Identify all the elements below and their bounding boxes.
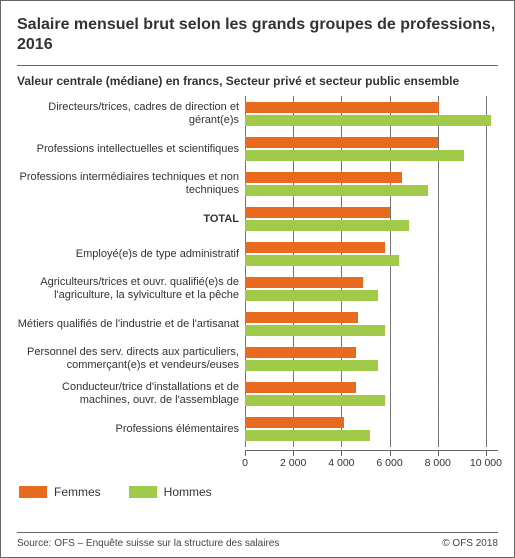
chart-row: Métiers qualifiés de l'industrie et de l…: [17, 310, 498, 338]
category-label: Professions intermédiaires techniques et…: [17, 171, 245, 196]
bar-f: [245, 207, 390, 218]
legend-item: Hommes: [129, 485, 212, 499]
bar-f: [245, 347, 356, 358]
bar-f: [245, 102, 439, 113]
bar-h: [245, 360, 378, 371]
bar-h: [245, 115, 491, 126]
chart-subtitle: Valeur centrale (médiane) en francs, Sec…: [17, 74, 498, 88]
chart-row: Professions élémentaires: [17, 415, 498, 443]
bar-h: [245, 290, 378, 301]
bars-wrap: [245, 275, 498, 303]
x-tick-label: 6 000: [376, 457, 402, 469]
legend-label: Femmes: [54, 485, 101, 499]
plot-area: Directeurs/trices, cadres de direction e…: [17, 100, 498, 450]
x-tick-label: 4 000: [328, 457, 354, 469]
bar-h: [245, 325, 385, 336]
bar-h: [245, 185, 428, 196]
category-label: TOTAL: [17, 213, 245, 226]
chart-row: TOTAL: [17, 205, 498, 233]
bar-f: [245, 417, 344, 428]
copyright-text: © OFS 2018: [442, 538, 498, 549]
category-label: Professions intellectuelles et scientifi…: [17, 143, 245, 156]
bars-wrap: [245, 170, 498, 198]
bar-h: [245, 255, 399, 266]
chart-row: Directeurs/trices, cadres de direction e…: [17, 100, 498, 128]
bars-wrap: [245, 100, 498, 128]
bars-wrap: [245, 310, 498, 338]
bar-f: [245, 242, 385, 253]
title-rule: [17, 65, 498, 66]
x-tick-label: 10 000: [470, 457, 502, 469]
x-tick-label: 0: [242, 457, 248, 469]
chart-row: Conducteur/trice d'installations et de m…: [17, 380, 498, 408]
chart-title: Salaire mensuel brut selon les grands gr…: [17, 15, 498, 55]
category-label: Directeurs/trices, cadres de direction e…: [17, 101, 245, 126]
bar-h: [245, 220, 409, 231]
x-axis-row: 02 0004 0006 0008 00010 000: [17, 450, 498, 471]
legend: Femmes Hommes: [17, 485, 498, 499]
source-text: Source: OFS – Enquête suisse sur la stru…: [17, 538, 279, 549]
x-tick-label: 2 000: [280, 457, 306, 469]
chart-row: Professions intermédiaires techniques et…: [17, 170, 498, 198]
category-label: Conducteur/trice d'installations et de m…: [17, 381, 245, 406]
chart-container: Salaire mensuel brut selon les grands gr…: [0, 0, 515, 558]
bars-wrap: [245, 240, 498, 268]
legend-item: Femmes: [19, 485, 101, 499]
x-tick-label: 8 000: [425, 457, 451, 469]
bars-wrap: [245, 205, 498, 233]
bar-f: [245, 382, 356, 393]
chart-row: Employé(e)s de type administratif: [17, 240, 498, 268]
bar-f: [245, 312, 358, 323]
bar-f: [245, 172, 402, 183]
legend-label: Hommes: [164, 485, 212, 499]
chart-row: Agriculteurs/trices et ouvr. qualifié(e)…: [17, 275, 498, 303]
category-label: Professions élémentaires: [17, 423, 245, 436]
bar-h: [245, 430, 370, 441]
chart-row: Professions intellectuelles et scientifi…: [17, 135, 498, 163]
footer: Source: OFS – Enquête suisse sur la stru…: [17, 532, 498, 549]
chart-row: Personnel des serv. directs aux particul…: [17, 345, 498, 373]
bar-h: [245, 150, 464, 161]
category-label: Personnel des serv. directs aux particul…: [17, 346, 245, 371]
legend-swatch: [19, 486, 47, 498]
bar-f: [245, 277, 363, 288]
bars-wrap: [245, 415, 498, 443]
category-label: Métiers qualifiés de l'industrie et de l…: [17, 318, 245, 331]
bars-wrap: [245, 345, 498, 373]
bar-f: [245, 137, 438, 148]
category-label: Agriculteurs/trices et ouvr. qualifié(e)…: [17, 276, 245, 301]
bars-wrap: [245, 135, 498, 163]
bars-wrap: [245, 380, 498, 408]
legend-swatch: [129, 486, 157, 498]
bar-h: [245, 395, 385, 406]
category-label: Employé(e)s de type administratif: [17, 248, 245, 261]
x-axis: 02 0004 0006 0008 00010 000: [245, 450, 498, 471]
